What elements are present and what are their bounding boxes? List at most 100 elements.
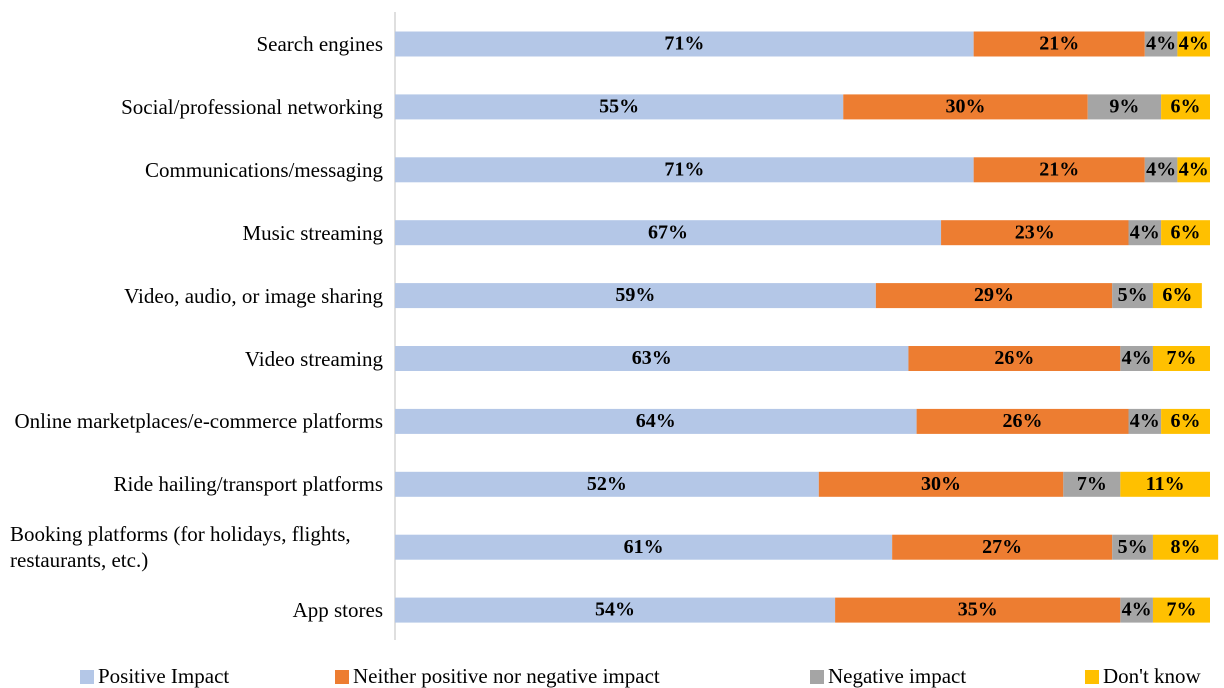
value-label: 21% [1039, 33, 1079, 55]
bar-segment [843, 94, 1088, 120]
value-label: 26% [1003, 410, 1043, 432]
value-label: 5% [1118, 536, 1148, 558]
category-text: Video, audio, or image sharing [124, 283, 383, 308]
bar-segment [1128, 220, 1162, 246]
value-label: 7% [1166, 599, 1196, 621]
category-label: Ride hailing/transport platforms [10, 471, 383, 497]
value-label: 61% [624, 536, 664, 558]
bar-segment [1161, 94, 1210, 120]
legend-label: Negative impact [828, 664, 966, 688]
category-label: Social/professional networking [10, 94, 383, 120]
legend-swatch [1085, 670, 1099, 684]
bar-segment [818, 471, 1064, 497]
value-label: 4% [1179, 33, 1209, 55]
bar-segment [1120, 471, 1210, 497]
bar-segment [1087, 94, 1162, 120]
value-label: 6% [1162, 284, 1192, 306]
value-label: 23% [1015, 221, 1055, 243]
value-label: 55% [599, 95, 639, 117]
category-text: Music streaming [242, 220, 383, 245]
value-label: 8% [1171, 536, 1201, 558]
value-label: 67% [648, 221, 688, 243]
value-label: 29% [974, 284, 1014, 306]
bar-segment [1152, 283, 1202, 309]
bar-segment [395, 597, 836, 623]
value-label: 6% [1171, 95, 1201, 117]
value-label: 6% [1171, 221, 1201, 243]
category-label: Music streaming [10, 220, 383, 246]
category-text: App stores [292, 598, 383, 623]
bar-segment [1063, 471, 1121, 497]
bar-segment [395, 534, 893, 560]
value-label: 63% [632, 347, 672, 369]
value-label: 7% [1077, 473, 1107, 495]
bar-segment [1144, 157, 1178, 183]
category-label: Booking platforms (for holidays, flights… [10, 521, 383, 573]
category-text: Ride hailing/transport platforms [113, 472, 383, 497]
bar-segment [1144, 31, 1178, 57]
value-label: 4% [1130, 410, 1160, 432]
bar-segment [916, 408, 1129, 434]
bar-segment [892, 534, 1113, 560]
category-text: Social/professional networking [121, 94, 383, 119]
category-label: Video, audio, or image sharing [10, 283, 383, 309]
bar-segment [395, 31, 974, 57]
value-label: 4% [1146, 158, 1176, 180]
bar-segment [1112, 283, 1153, 309]
value-label: 30% [921, 473, 961, 495]
bar-segment [1152, 346, 1210, 371]
bar-segment [973, 157, 1145, 183]
bar-segment [1112, 534, 1153, 560]
bar-segment [395, 471, 819, 497]
bar-segment [1161, 220, 1210, 246]
bar-segment [395, 94, 844, 120]
value-label: 30% [946, 95, 986, 117]
legend-label: Neither positive nor negative impact [353, 664, 660, 688]
legend-label: Positive Impact [98, 664, 229, 688]
legend-swatch [335, 670, 349, 684]
category-label: App stores [10, 597, 383, 623]
value-label: 11% [1146, 473, 1185, 495]
bar-segment [1120, 597, 1153, 623]
category-text: Search engines [256, 32, 383, 56]
bar-segment [395, 408, 917, 434]
legend-label: Don't know [1103, 664, 1202, 688]
value-label: 27% [982, 536, 1022, 558]
bar-segment [1152, 534, 1219, 560]
category-label: Communications/messaging [10, 157, 383, 183]
value-label: 59% [615, 284, 655, 306]
bar-segment [973, 31, 1145, 57]
bar-segment [835, 597, 1121, 623]
value-label: 4% [1146, 33, 1176, 55]
value-label: 52% [587, 473, 627, 495]
bar-segment [1177, 31, 1210, 57]
bar-segment [395, 283, 876, 309]
bar-segment [1177, 157, 1210, 183]
bar-segment [941, 220, 1129, 246]
category-text: Online marketplaces/e-commerce platforms [14, 409, 383, 434]
legend-swatch [810, 670, 824, 684]
bar-segment [395, 346, 909, 371]
category-label: Online marketplaces/e-commerce platforms [10, 408, 383, 434]
value-label: 4% [1122, 347, 1152, 369]
value-label: 71% [664, 158, 704, 180]
value-label: 7% [1166, 347, 1196, 369]
value-label: 9% [1109, 95, 1139, 117]
value-label: 26% [994, 347, 1034, 369]
category-text: Booking platforms (for holidays, flights… [10, 522, 351, 573]
bar-segment [875, 283, 1113, 309]
value-label: 54% [595, 599, 635, 621]
legend-swatch [80, 670, 94, 684]
value-label: 21% [1039, 158, 1079, 180]
category-label: Search engines [10, 31, 383, 57]
value-label: 35% [958, 599, 998, 621]
value-label: 64% [636, 410, 676, 432]
value-label: 6% [1171, 410, 1201, 432]
bar-segment [908, 346, 1121, 371]
bar-segment [1120, 346, 1153, 371]
bar-segment [395, 220, 942, 246]
category-label: Video streaming [10, 346, 383, 372]
bar-segment [1128, 408, 1162, 434]
